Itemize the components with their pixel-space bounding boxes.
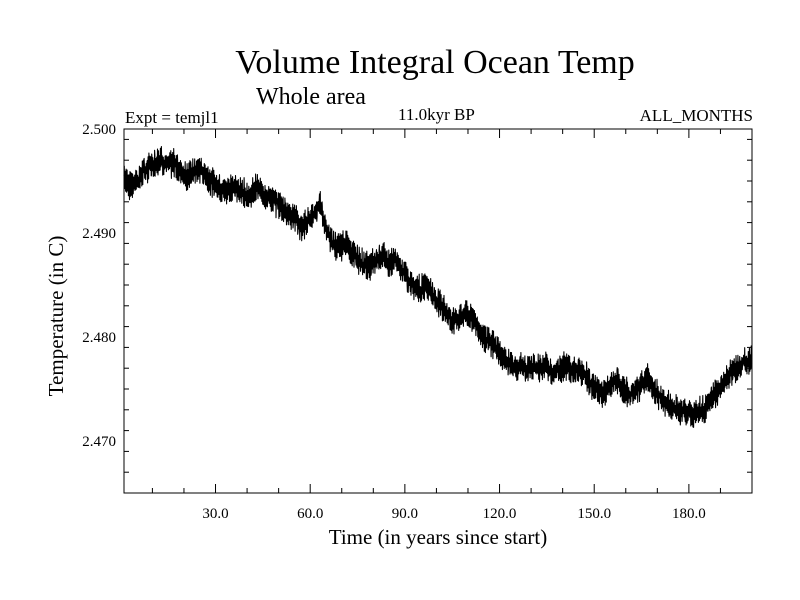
x-tick-label: 120.0: [483, 506, 517, 522]
plot-frame: [123, 128, 753, 494]
x-tick-label: 180.0: [672, 506, 706, 522]
y-tick-label: 2.490: [82, 226, 116, 242]
y-tick-label: 2.500: [82, 122, 116, 138]
chart-title: Volume Integral Ocean Temp: [235, 44, 635, 81]
series-line: [123, 146, 753, 428]
months-label: ALL_MONTHS: [639, 106, 753, 125]
x-axis-title: Time (in years since start): [329, 525, 548, 549]
x-tick-label: 30.0: [202, 506, 228, 522]
y-tick-label: 2.480: [82, 330, 116, 346]
x-tick-label: 150.0: [577, 506, 611, 522]
experiment-label: Expt = temjl1: [125, 108, 219, 127]
y-axis-title: Temperature (in C): [44, 236, 68, 397]
y-tick-label: 2.470: [82, 434, 116, 450]
series-group: [123, 146, 753, 428]
x-tick-label: 90.0: [392, 506, 418, 522]
axis-tick-labels: 2.470 2.480 2.490 2.500 30.0 60.0 90.0 120.0 150…: [82, 122, 706, 522]
x-tick-label: 60.0: [297, 506, 323, 522]
period-label: 11.0kyr BP: [398, 105, 475, 124]
axis-ticks: [124, 129, 753, 494]
chart-subtitle: Whole area: [256, 84, 366, 110]
